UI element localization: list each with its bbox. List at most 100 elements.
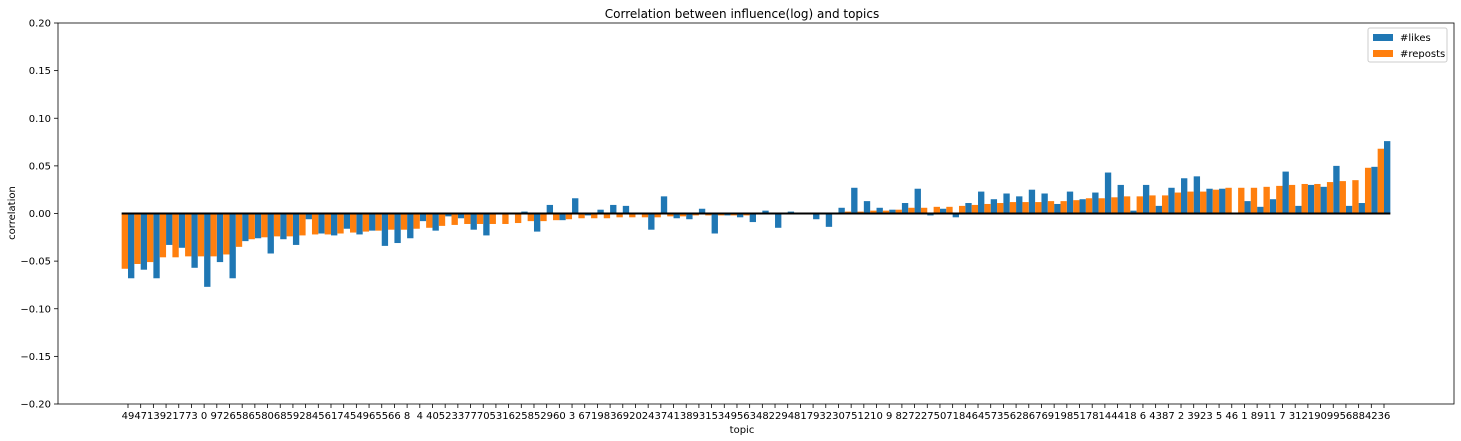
bar-reposts-84 (958, 205, 966, 214)
x-tick-label-20: 20 (629, 411, 642, 422)
x-tick-label-46: 46 (1225, 411, 1238, 422)
bar-reposts-43 (1149, 195, 1156, 214)
bar-reposts-77 (464, 213, 471, 224)
bar-likes-42 (1371, 166, 1378, 214)
bar-likes-91 (1054, 203, 1061, 214)
bar-reposts-68 (273, 213, 281, 237)
x-tick-label-90: 90 (1314, 411, 1327, 422)
x-tick-label-17: 17 (172, 411, 185, 422)
x-tick-label-65: 65 (249, 411, 262, 422)
x-tick-label-11: 11 (1263, 411, 1276, 422)
x-tick-label-69: 69 (616, 411, 629, 422)
bar-likes-54 (356, 213, 363, 235)
bar-likes-1 (1244, 201, 1251, 214)
bar-reposts-98 (1060, 201, 1067, 214)
x-tick-label-70: 70 (477, 411, 490, 422)
x-tick-label-82: 82 (896, 411, 909, 422)
bar-likes-96 (369, 213, 376, 231)
x-tick-label-32: 32 (819, 411, 832, 422)
bar-reposts-20 (629, 213, 636, 218)
bar-likes-82 (901, 203, 909, 214)
bar-likes-23 (1206, 188, 1213, 214)
x-tick-label-99: 99 (1327, 411, 1340, 422)
bar-reposts-46 (1225, 187, 1232, 214)
x-tick-label-66: 66 (388, 411, 401, 422)
bar-likes-3 (572, 198, 579, 214)
bar-likes-88 (1358, 203, 1365, 214)
x-tick-label-2: 2 (1178, 411, 1184, 422)
x-tick-label-16: 16 (502, 411, 515, 422)
bar-likes-95 (736, 213, 744, 218)
bar-reposts-16 (502, 213, 509, 224)
bar-likes-12 (863, 201, 871, 214)
bar-likes-32 (825, 213, 833, 227)
bar-likes-74 (343, 213, 351, 229)
bar-reposts-18 (1123, 196, 1131, 214)
bar-likes-76 (1041, 193, 1048, 214)
x-tick-label-43: 43 (1149, 411, 1162, 422)
bar-reposts-45 (311, 213, 319, 235)
bar-reposts-8 (400, 213, 408, 230)
bar-reposts-91 (1047, 201, 1055, 214)
x-tick-label-23: 23 (1200, 411, 1213, 422)
bar-reposts-64 (971, 204, 979, 214)
bar-reposts-19 (591, 213, 598, 219)
bar-likes-78 (1092, 192, 1099, 214)
bars-layer (121, 141, 1391, 287)
bar-reposts-47 (134, 213, 141, 264)
bar-likes-5 (1219, 188, 1226, 214)
bar-reposts-54 (350, 213, 357, 233)
bar-likes-45 (318, 213, 325, 234)
bar-likes-79 (813, 213, 820, 220)
bar-likes-37 (660, 196, 668, 214)
x-axis-label: topic (730, 425, 755, 436)
x-tick-label-40: 40 (426, 411, 439, 422)
x-tick-label-98: 98 (1060, 411, 1073, 422)
bar-likes-22 (775, 213, 782, 228)
bar-likes-73 (191, 213, 198, 268)
bar-likes-50 (939, 208, 947, 214)
bar-reposts-14 (1098, 198, 1105, 214)
bar-reposts-42 (1364, 167, 1372, 214)
x-tick-label-79: 79 (807, 411, 820, 422)
y-tick-label: 0.15 (29, 66, 51, 77)
x-tick-label-72: 72 (908, 411, 921, 422)
bar-reposts-86 (1022, 202, 1029, 214)
x-tick-label-52: 52 (439, 411, 452, 422)
bar-reposts-87 (1161, 195, 1169, 214)
x-tick-label-4: 4 (417, 411, 423, 422)
x-tick-label-97: 97 (210, 411, 223, 422)
bar-reposts-56 (1339, 181, 1346, 214)
legend-swatch-likes (1373, 34, 1393, 41)
bar-reposts-78 (1085, 198, 1093, 214)
x-tick-label-67: 67 (578, 411, 591, 422)
x-tick-label-44: 44 (1111, 411, 1124, 422)
x-tick-label-76: 76 (1035, 411, 1048, 422)
bar-likes-2 (1181, 178, 1188, 214)
y-tick-label: −0.20 (20, 400, 51, 411)
bar-reposts-51 (1073, 200, 1080, 214)
x-tick-label-89: 89 (1251, 411, 1264, 422)
x-tick-label-57: 57 (984, 411, 997, 422)
x-tick-label-58: 58 (236, 411, 249, 422)
bar-likes-35 (1003, 193, 1010, 214)
bar-reposts-10 (870, 210, 877, 214)
bar-reposts-88 (1352, 180, 1359, 214)
bar-reposts-58 (235, 213, 243, 247)
bar-reposts-33 (451, 213, 458, 225)
x-tick-label-45: 45 (312, 411, 325, 422)
x-tick-label-64: 64 (972, 411, 985, 422)
bar-likes-72 (914, 188, 921, 214)
x-tick-label-29: 29 (540, 411, 553, 422)
x-tick-label-87: 87 (1162, 411, 1175, 422)
x-tick-label-63: 63 (743, 411, 756, 422)
bar-reposts-83 (603, 213, 611, 219)
bar-likes-38 (686, 213, 693, 220)
x-tick-label-41: 41 (667, 411, 680, 422)
x-tick-label-14: 14 (1099, 411, 1112, 422)
bar-likes-83 (610, 204, 617, 214)
bar-likes-24 (648, 213, 655, 230)
x-tick-label-13: 13 (147, 411, 160, 422)
bar-likes-86 (1028, 189, 1036, 214)
